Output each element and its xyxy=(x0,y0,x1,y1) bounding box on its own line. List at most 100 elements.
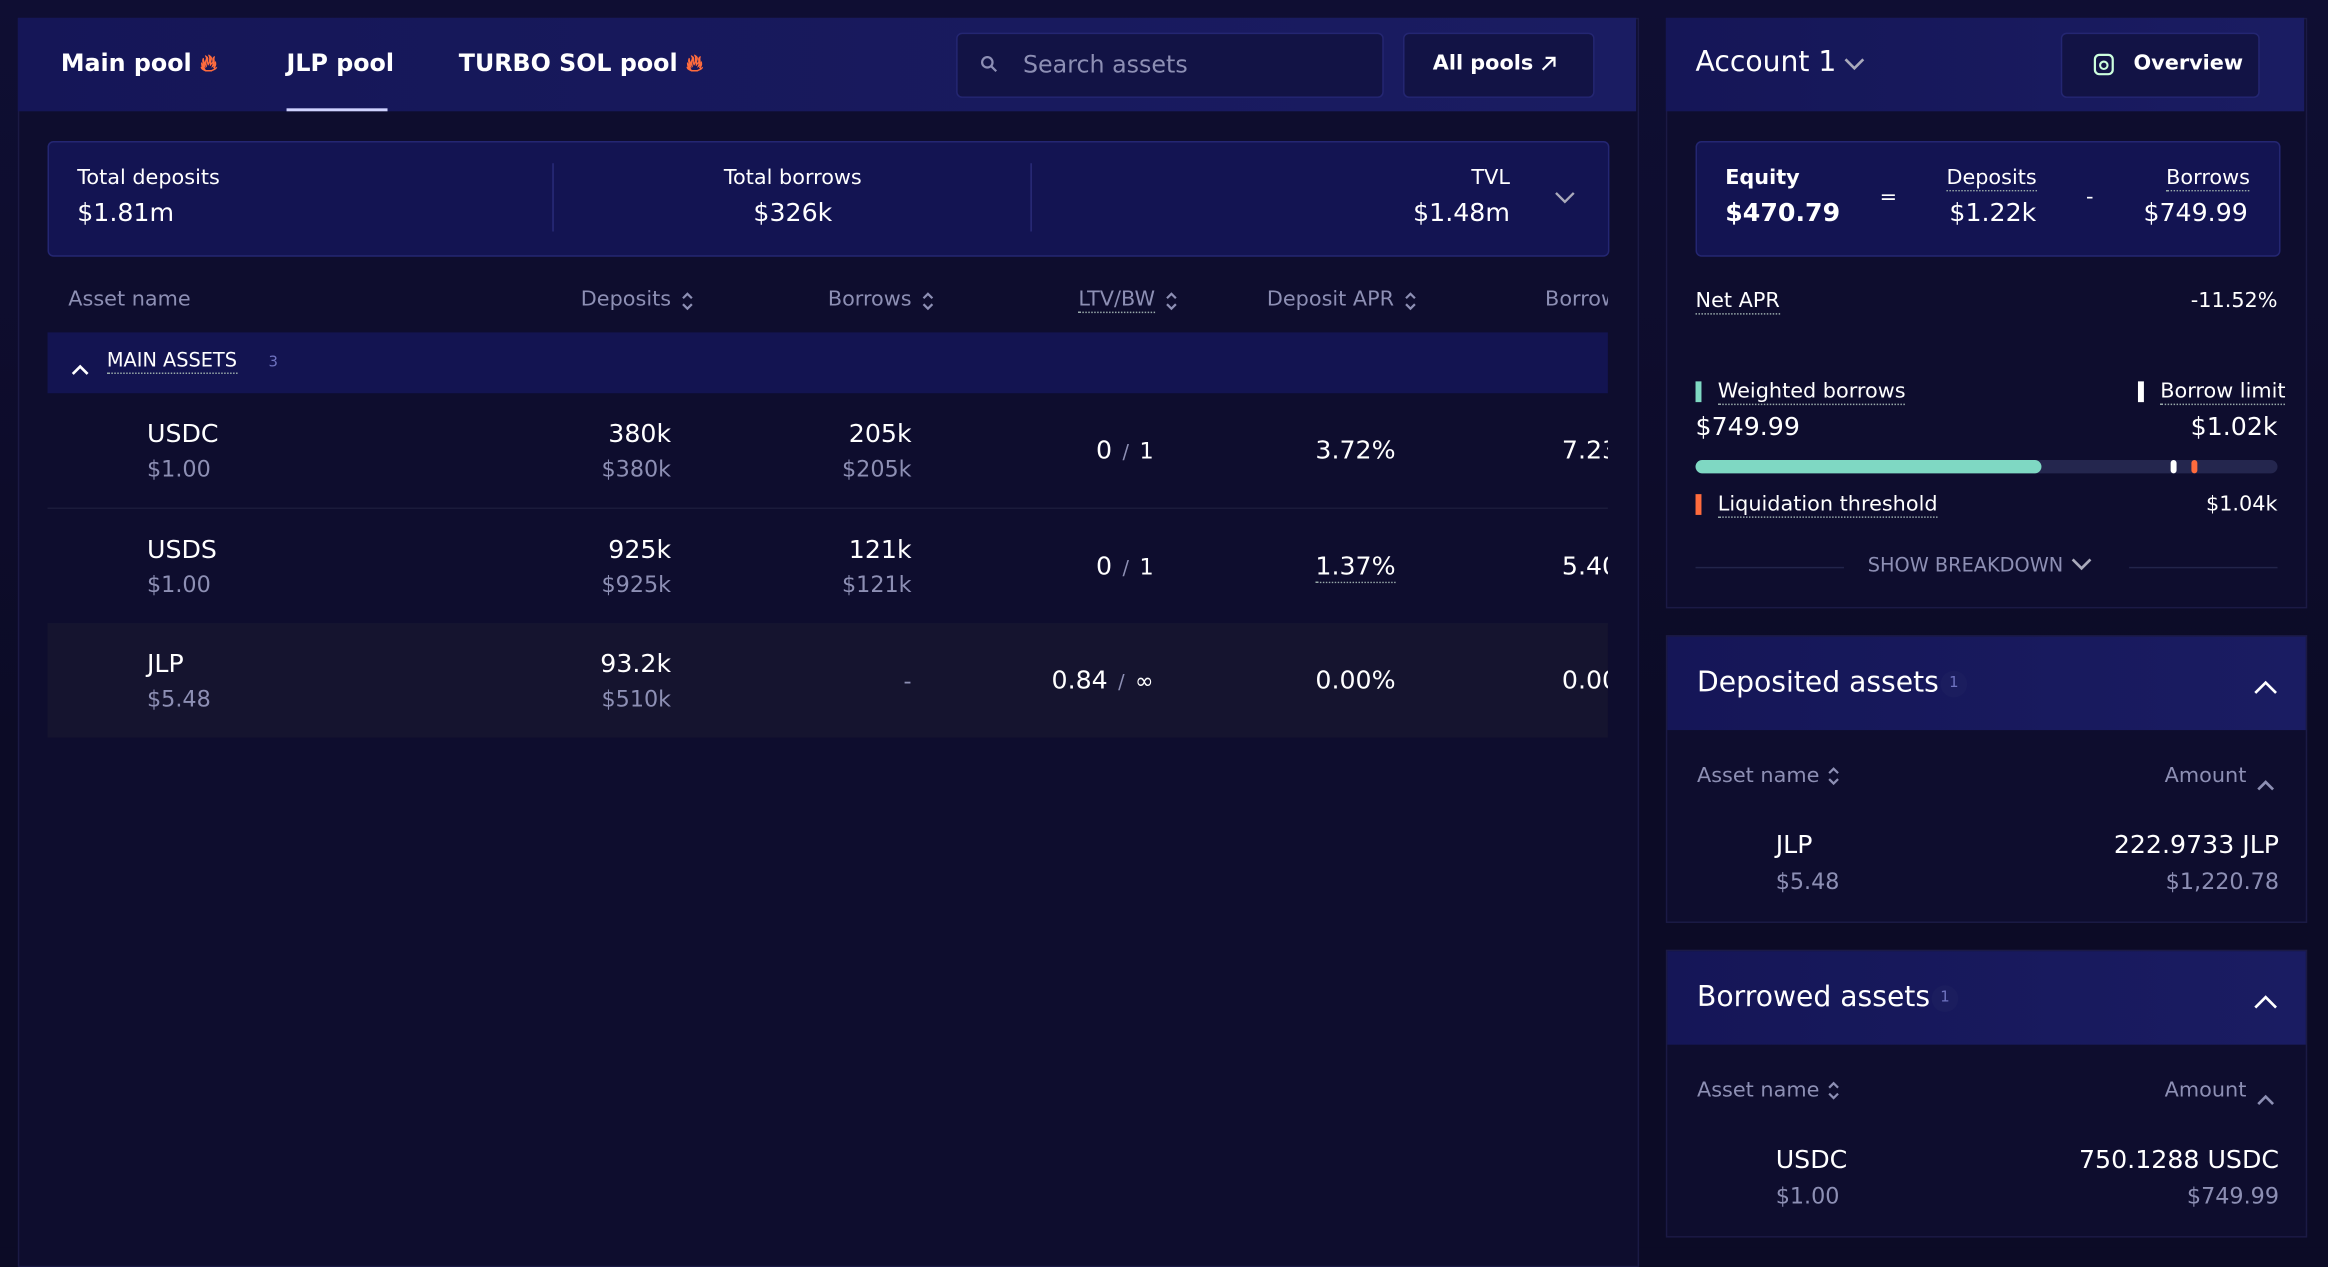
column-header[interactable]: Deposits xyxy=(580,287,672,312)
progress-fill xyxy=(1695,460,2042,474)
net-apr-value: -11.52% xyxy=(2190,289,2278,314)
chevron xyxy=(1844,58,1865,71)
column-header[interactable]: Asset name xyxy=(1697,764,1820,788)
summary-label: Total borrows xyxy=(723,166,862,190)
sort-icon[interactable] xyxy=(680,289,695,319)
column-header[interactable]: Amount xyxy=(2164,1078,2247,1103)
sort-icon[interactable] xyxy=(1164,289,1179,319)
column-header[interactable]: Amount xyxy=(2164,764,2247,788)
asset-name: JLP xyxy=(1775,830,1813,861)
chevron xyxy=(2071,558,2092,571)
deposits-label: Deposits xyxy=(1946,166,2037,192)
show-breakdown-label: SHOW BREAKDOWN xyxy=(1867,554,2064,578)
asset-price: $1.00 xyxy=(1775,1182,1840,1210)
borrows-usd: $205k xyxy=(842,455,912,483)
tab-underline xyxy=(286,108,388,112)
search-placeholder: Search assets xyxy=(1022,50,1188,79)
summary-value: $1.81m xyxy=(77,198,175,229)
card-title: Borrowed assets xyxy=(1697,980,1931,1014)
borrows: 205k xyxy=(848,419,912,450)
summary-value: $1.48m xyxy=(1413,198,1510,229)
column-header: Asset name xyxy=(68,287,191,312)
borrows-usd: $121k xyxy=(842,570,912,598)
sort-icon[interactable] xyxy=(70,353,91,381)
equity-value: $470.79 xyxy=(1725,198,1841,229)
asset-price: $1.00 xyxy=(146,455,211,483)
group-count: 3 xyxy=(268,354,278,371)
bw: 1 xyxy=(1139,552,1154,580)
separator: / xyxy=(1118,672,1125,695)
asset-table: Asset name Deposits Borrows LTV/BW Deposit A… xyxy=(47,267,1608,757)
sort-icon[interactable] xyxy=(921,289,936,319)
expand-icon[interactable] xyxy=(1553,190,1577,205)
asset-row[interactable]: JLP $5.48 93.2k $510k - 0.84 / ∞ 0.00% 0.00% xyxy=(47,623,1608,738)
liquidation-marker xyxy=(2191,460,2198,474)
borrowed-card: Borrowed assets 1 Asset name Amount USDC $1.0… xyxy=(1665,949,2308,1238)
amount-usd: $1,220.78 xyxy=(2165,868,2280,895)
deposited-card: Deposited assets 1 Asset name Amount JLP $5.4… xyxy=(1665,635,2308,923)
sort-icon[interactable] xyxy=(1403,289,1418,319)
sort-icon[interactable] xyxy=(2252,674,2279,702)
card-header xyxy=(1667,636,2306,731)
operator: - xyxy=(2086,185,2094,210)
asset-price: $5.48 xyxy=(1775,868,1840,895)
show-breakdown[interactable]: SHOW BREAKDOWN xyxy=(1868,555,2093,577)
sort-icon[interactable] xyxy=(2255,769,2276,797)
summary-box xyxy=(47,140,1610,257)
weighted-borrows-value: $749.99 xyxy=(1695,412,1800,443)
amount: 750.1288 USDC xyxy=(2078,1145,2280,1176)
ltv-bw: 0 / 1 xyxy=(1096,436,1154,466)
sort-icon[interactable] xyxy=(2255,1083,2276,1111)
ltv-bw: 0.84 / ∞ xyxy=(1052,666,1154,696)
amount-usd: $749.99 xyxy=(2186,1182,2280,1210)
column-header[interactable]: Borrows xyxy=(827,287,912,312)
sort-icon[interactable] xyxy=(2252,988,2279,1016)
deposits: 380k xyxy=(608,419,672,450)
tab[interactable]: TURBO SOL pool 🔥︎ xyxy=(459,49,704,79)
deposits-usd: $510k xyxy=(601,685,672,713)
borrow-apr: 7.23% xyxy=(1561,436,1608,466)
column-header[interactable]: Deposit APR xyxy=(1266,287,1395,312)
ltv: 0.84 xyxy=(1051,666,1108,696)
tab[interactable]: Main pool 🔥︎ xyxy=(61,49,218,79)
tab-active[interactable]: JLP pool xyxy=(286,48,395,78)
ltv: 0 xyxy=(1096,551,1113,581)
divider xyxy=(2129,566,2278,569)
deposits-usd: $380k xyxy=(601,455,672,483)
asset-row[interactable]: USDC $1.00 380k $380k 205k $205k 0 / 1 3.72% 7.23% xyxy=(47,393,1608,509)
fire-icon: 🔥︎ xyxy=(685,48,704,78)
all-pools-label: All pools xyxy=(1432,51,1534,76)
summary-value: $326k xyxy=(753,198,833,229)
borrows-value: $749.99 xyxy=(2143,198,2248,229)
deposit-apr: 3.72% xyxy=(1315,436,1396,466)
external-icon xyxy=(1541,56,1556,71)
limit-marker xyxy=(2170,460,2177,474)
account-name[interactable]: Account 1 xyxy=(1695,46,1837,79)
equity-box xyxy=(1695,140,2281,257)
sort-icon[interactable] xyxy=(1826,764,1841,794)
amount: 222.9733 JLP xyxy=(2113,830,2280,861)
pool-tabs-bar xyxy=(17,17,1637,112)
sort-icon[interactable] xyxy=(1826,1079,1841,1109)
borrows: 121k xyxy=(848,534,912,565)
asset-row[interactable]: USDS $1.00 925k $925k 121k $121k 0 / 1 1.37% 5.40% xyxy=(47,508,1608,624)
group-label[interactable]: MAIN ASSETS xyxy=(106,350,237,374)
deposit-apr: 1.37% xyxy=(1315,551,1396,583)
card-count: 1 xyxy=(1940,670,1968,698)
ltv: 0 xyxy=(1096,436,1113,466)
column-header[interactable]: LTV/BW xyxy=(1078,287,1156,314)
column-header[interactable]: Asset name xyxy=(1697,1078,1820,1103)
legend-swatch xyxy=(1695,381,1702,403)
bw: ∞ xyxy=(1135,667,1154,695)
separator: / xyxy=(1122,557,1130,580)
column-header[interactable]: Borrow APR xyxy=(1545,287,1608,312)
divider xyxy=(1030,163,1032,232)
borrow-apr: 0.00% xyxy=(1561,666,1608,696)
legend-swatch xyxy=(2137,381,2144,403)
borrow-limit-label: Borrow limit xyxy=(2160,379,2286,406)
all-pools-button[interactable] xyxy=(1403,32,1595,98)
search-box[interactable] xyxy=(956,32,1384,98)
equity-label: Equity xyxy=(1725,166,1800,190)
card-count: 1 xyxy=(1931,985,1959,1013)
